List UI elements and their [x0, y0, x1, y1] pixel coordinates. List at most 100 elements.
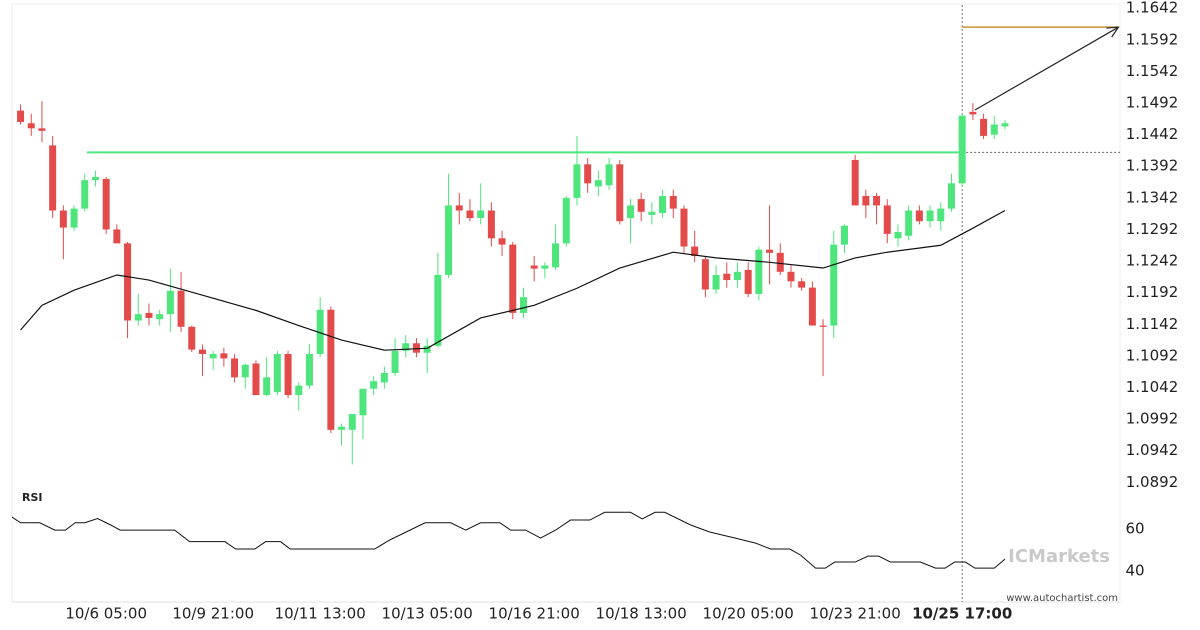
candle-body: [498, 238, 506, 245]
candle-body: [616, 164, 624, 222]
moving-average: [20, 209, 1006, 351]
candle-body: [830, 244, 838, 326]
y-tick-label: 1.1442: [1126, 125, 1179, 143]
candle-body: [733, 271, 741, 281]
y-tick-label: 1.0892: [1126, 473, 1179, 491]
candle-body: [776, 252, 784, 272]
candle-body: [509, 244, 517, 313]
candle-body: [990, 124, 998, 135]
x-tick-label: 10/9 21:00: [172, 605, 254, 623]
candle-body: [755, 249, 763, 294]
candle-body: [338, 426, 346, 430]
candle-body: [359, 388, 367, 416]
y-tick-label: 1.1292: [1126, 220, 1179, 238]
y-tick-label: 1.1542: [1126, 62, 1179, 80]
forecast-arrow: [974, 26, 1119, 111]
candle-body: [423, 345, 431, 353]
rsi-tick-label: 40: [1125, 562, 1144, 580]
candle-body: [541, 265, 549, 269]
candle-body: [701, 259, 709, 290]
candle-body: [402, 343, 410, 351]
y-tick-label: 1.1342: [1126, 188, 1179, 206]
candle-body: [273, 353, 281, 392]
candle-body: [819, 325, 827, 327]
candle-body: [798, 281, 806, 288]
candle-body: [894, 231, 902, 239]
candle-body: [81, 180, 89, 209]
candle-body: [584, 164, 592, 184]
candle-body: [552, 243, 560, 268]
candle-body: [27, 123, 35, 129]
x-tick-label: 10/13 05:00: [382, 605, 473, 623]
x-tick-label: 10/16 21:00: [489, 605, 580, 623]
candle-body: [17, 110, 25, 122]
candle-body: [263, 377, 271, 396]
watermark-logo: ICMarkets: [1008, 546, 1110, 567]
candle-body: [49, 145, 57, 211]
y-tick-label: 1.1142: [1126, 315, 1179, 333]
candle-body: [252, 363, 260, 396]
candle-body: [659, 195, 667, 214]
candle-body: [851, 159, 859, 206]
candle-body: [969, 111, 977, 115]
rsi-label: RSI: [22, 491, 43, 504]
watermark-url: www.autochartist.com: [1006, 593, 1118, 604]
candle-body: [937, 208, 945, 222]
candle-body: [669, 195, 677, 209]
candle-body: [691, 246, 699, 257]
candle-body: [840, 225, 848, 245]
candle-body: [134, 314, 142, 321]
candle-body: [626, 205, 634, 219]
candle-body: [926, 210, 934, 222]
candle-body: [573, 164, 581, 198]
candle-body: [787, 271, 795, 282]
candle-body: [59, 210, 67, 228]
candle-body: [231, 358, 239, 378]
candle-body: [102, 178, 110, 230]
candle-body: [156, 314, 164, 320]
candle-body: [530, 265, 538, 269]
candle-body: [177, 290, 185, 327]
candle-body: [412, 343, 420, 353]
candle-body: [295, 385, 303, 396]
candle-body: [1001, 123, 1009, 127]
y-tick-label: 1.1242: [1126, 252, 1179, 270]
y-tick-label: 1.1042: [1126, 378, 1179, 396]
candle-body: [905, 210, 913, 236]
candle-body: [124, 243, 132, 321]
candle-body: [477, 210, 485, 219]
y-tick-label: 1.1092: [1126, 346, 1179, 364]
candle-body: [445, 205, 453, 275]
candle-body: [915, 210, 923, 222]
candle-body: [680, 208, 688, 247]
candle-body: [91, 176, 99, 181]
y-tick-label: 1.1392: [1126, 157, 1179, 175]
candle-body: [466, 210, 474, 219]
rsi-line: [11, 511, 1006, 569]
y-tick-label: 1.1642: [1126, 0, 1179, 17]
x-tick-label: 10/25 17:00: [912, 605, 1012, 623]
candle-body: [958, 115, 966, 184]
candle-body: [370, 381, 378, 389]
candle-body: [241, 364, 249, 378]
arrow-head: [1106, 26, 1120, 38]
candle-body: [455, 205, 463, 211]
candle-body: [487, 210, 495, 239]
candle-body: [348, 414, 356, 430]
candle-body: [145, 312, 153, 318]
candle-body: [198, 349, 206, 354]
y-tick-label: 1.0992: [1126, 410, 1179, 428]
candle-body: [980, 118, 988, 136]
candle-body: [70, 208, 78, 228]
candle-body: [188, 326, 196, 350]
candle-body: [166, 290, 174, 315]
candle-body: [38, 128, 46, 131]
candle-body: [327, 309, 335, 430]
candle-body: [391, 350, 399, 373]
candle-body: [766, 249, 774, 253]
candle-body: [380, 372, 388, 383]
x-tick-label: 10/6 05:00: [65, 605, 147, 623]
candle-body: [744, 269, 752, 294]
candle-body: [723, 273, 731, 281]
candle-body: [605, 164, 613, 186]
